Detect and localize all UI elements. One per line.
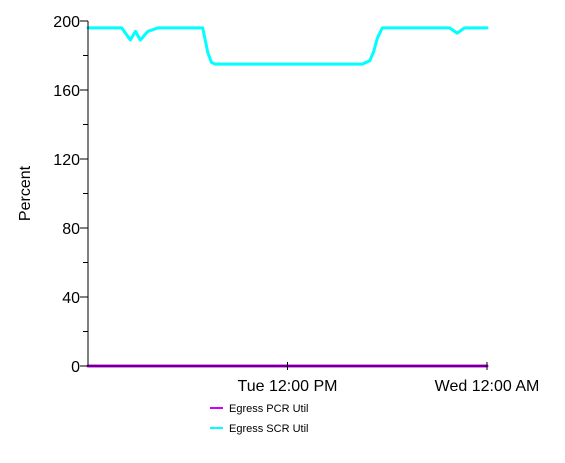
y-tick-label: 200 [53, 14, 80, 31]
y-axis-title: Percent [17, 165, 34, 221]
legend: Egress PCR Util Egress SCR Util [210, 403, 308, 435]
plot-area [86, 26, 489, 368]
y-tick-label: 0 [71, 359, 80, 376]
x-axis-ticks: Tue 12:00 PM Wed 12:00 AM [238, 362, 540, 395]
legend-label: Egress PCR Util [229, 403, 308, 415]
y-tick-label: 160 [53, 83, 80, 100]
series-line-2 [86, 26, 489, 66]
x-tick-label: Wed 12:00 AM [435, 378, 540, 395]
legend-label: Egress SCR Util [229, 423, 308, 435]
x-tick-label: Tue 12:00 PM [238, 378, 338, 395]
axes: 0 40 80 120 160 200 Tue 12:00 PM Wed 12:00 AM [53, 14, 539, 395]
y-tick-label: 40 [62, 290, 80, 307]
y-axis-ticks: 0 40 80 120 160 200 [53, 14, 88, 376]
y-tick-label: 120 [53, 152, 80, 169]
y-tick-label: 80 [62, 221, 80, 238]
